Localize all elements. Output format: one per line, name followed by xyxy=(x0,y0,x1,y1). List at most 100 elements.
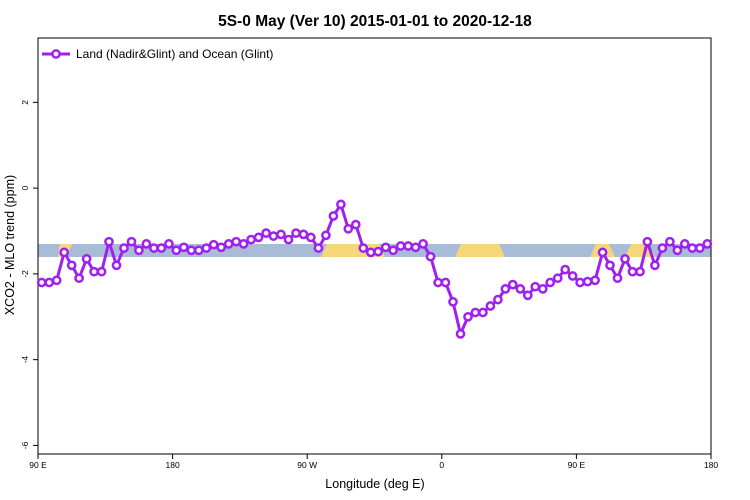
data-point xyxy=(343,223,354,234)
data-point xyxy=(134,245,144,256)
data-point xyxy=(164,239,174,249)
data-point xyxy=(261,228,271,238)
data-point xyxy=(455,329,466,339)
x-axis-label: Longitude (deg E) xyxy=(325,477,424,491)
data-point xyxy=(485,301,496,311)
y-tick-label: -6 xyxy=(20,441,30,449)
data-point xyxy=(193,245,204,256)
data-point xyxy=(171,245,182,256)
data-point xyxy=(702,239,713,249)
data-point xyxy=(545,277,556,288)
data-point xyxy=(537,284,548,294)
data-point xyxy=(373,246,384,257)
data-point xyxy=(650,260,660,271)
data-point xyxy=(672,245,683,256)
data-point xyxy=(186,245,197,256)
data-point xyxy=(507,279,518,290)
data-point xyxy=(298,229,309,240)
legend-label: Land (Nadir&Glint) and Ocean (Glint) xyxy=(76,47,273,61)
data-point xyxy=(321,230,331,241)
data-point xyxy=(253,232,264,243)
data-point xyxy=(223,239,234,249)
data-point xyxy=(36,277,47,288)
data-point xyxy=(679,239,690,249)
data-point xyxy=(149,243,159,253)
data-point xyxy=(74,273,84,284)
data-point xyxy=(687,243,698,253)
data-point xyxy=(358,243,369,253)
data-point xyxy=(395,241,406,251)
data-point xyxy=(119,243,129,253)
y-tick-label: 0 xyxy=(20,185,30,190)
y-tick-label: -4 xyxy=(20,356,30,364)
data-point xyxy=(657,243,668,253)
data-point xyxy=(59,247,70,258)
data-point xyxy=(560,264,571,275)
data-point xyxy=(478,307,488,318)
data-point xyxy=(665,236,675,247)
data-point xyxy=(365,247,376,258)
data-point xyxy=(141,239,152,249)
data-point xyxy=(575,277,585,288)
data-point xyxy=(306,232,316,243)
data-point xyxy=(276,229,286,240)
y-axis-label: XCO2 - MLO trend (ppm) xyxy=(3,175,17,315)
data-point xyxy=(463,311,473,322)
data-point xyxy=(605,260,615,271)
data-point xyxy=(627,266,638,277)
data-point xyxy=(590,275,600,286)
data-point xyxy=(515,284,526,294)
data-point xyxy=(238,239,249,249)
x-tick-label: 90 E xyxy=(29,460,47,470)
data-point xyxy=(126,236,137,247)
data-point xyxy=(410,242,421,253)
data-point xyxy=(44,277,55,288)
data-point xyxy=(336,199,346,210)
data-point xyxy=(493,294,503,305)
data-point xyxy=(246,234,256,245)
data-point xyxy=(283,234,294,245)
data-point xyxy=(425,251,436,262)
data-point xyxy=(178,242,189,253)
x-tick-label: 0 xyxy=(439,460,444,470)
data-point xyxy=(552,273,563,284)
data-point xyxy=(522,290,533,301)
data-point xyxy=(612,273,623,284)
x-tick-label: 180 xyxy=(166,460,180,470)
data-point xyxy=(328,211,339,221)
x-tick-label: 90 E xyxy=(568,460,586,470)
data-point xyxy=(597,247,608,258)
data-point xyxy=(291,228,301,238)
data-point xyxy=(66,260,77,271)
data-point xyxy=(156,243,167,253)
data-point xyxy=(388,245,399,256)
data-point xyxy=(96,266,107,277)
y-tick-label: 2 xyxy=(20,100,30,105)
chart-title: 5S-0 May (Ver 10) 2015-01-01 to 2020-12-… xyxy=(218,13,532,30)
legend-marker xyxy=(51,49,61,59)
data-point xyxy=(530,281,541,292)
data-point xyxy=(470,307,481,318)
data-point xyxy=(418,239,428,249)
data-point xyxy=(104,236,114,247)
data-point xyxy=(268,231,279,241)
data-point xyxy=(201,243,212,253)
data-point xyxy=(694,243,705,253)
legend: Land (Nadir&Glint) and Ocean (Glint) xyxy=(42,47,273,61)
x-tick-label: 90 W xyxy=(297,460,317,470)
data-point xyxy=(403,241,414,251)
data-point xyxy=(89,266,99,277)
x-tick-label: 180 xyxy=(704,460,718,470)
data-point xyxy=(642,236,653,247)
data-point xyxy=(51,275,62,286)
land-band-segment xyxy=(455,244,505,257)
data-point xyxy=(208,239,219,250)
data-point xyxy=(635,266,645,277)
data-point xyxy=(567,271,578,281)
series-layer xyxy=(36,199,713,339)
y-tick-label: -2 xyxy=(20,270,30,278)
data-point xyxy=(111,260,122,271)
data-point xyxy=(620,254,630,264)
